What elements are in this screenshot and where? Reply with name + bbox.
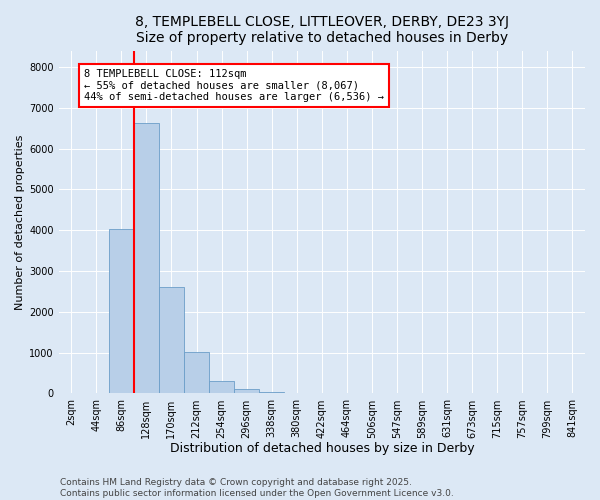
- Bar: [159, 286, 184, 394]
- Bar: [134, 123, 159, 394]
- Title: 8, TEMPLEBELL CLOSE, LITTLEOVER, DERBY, DE23 3YJ
Size of property relative to de: 8, TEMPLEBELL CLOSE, LITTLEOVER, DERBY, …: [135, 15, 509, 45]
- X-axis label: Distribution of detached houses by size in Derby: Distribution of detached houses by size …: [170, 442, 474, 455]
- Bar: [109, 230, 134, 394]
- Bar: [234, 389, 259, 394]
- Bar: [259, 392, 284, 394]
- Y-axis label: Number of detached properties: Number of detached properties: [15, 134, 25, 310]
- Bar: [209, 382, 234, 394]
- Text: 8 TEMPLEBELL CLOSE: 112sqm
← 55% of detached houses are smaller (8,067)
44% of s: 8 TEMPLEBELL CLOSE: 112sqm ← 55% of deta…: [84, 69, 384, 102]
- Text: Contains HM Land Registry data © Crown copyright and database right 2025.
Contai: Contains HM Land Registry data © Crown c…: [60, 478, 454, 498]
- Bar: [184, 352, 209, 394]
